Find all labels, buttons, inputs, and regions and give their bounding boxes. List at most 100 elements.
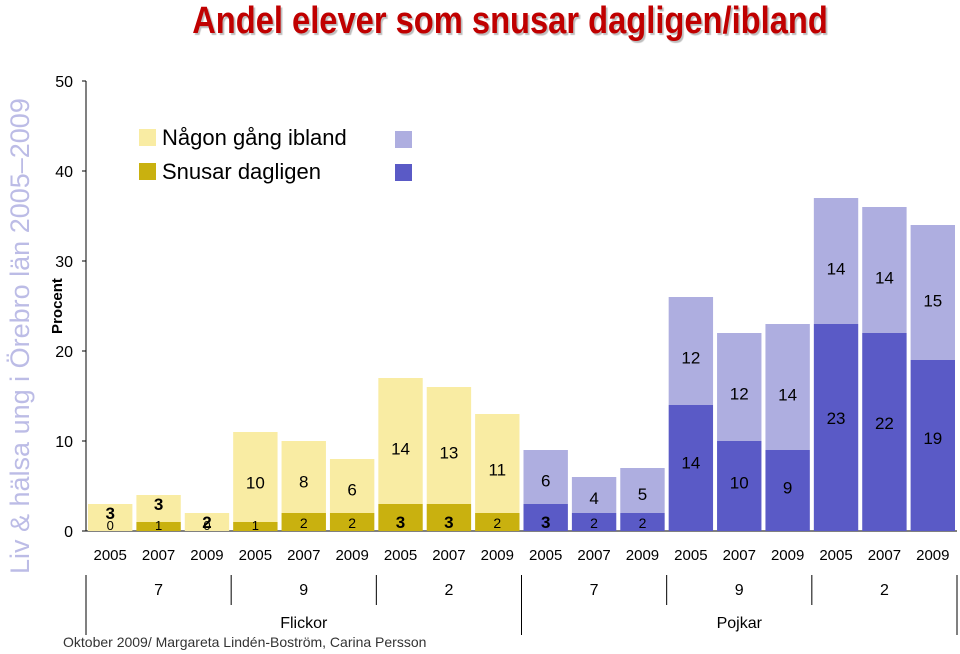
grade-label: 9 — [299, 582, 308, 599]
data-label-daglig: 22 — [875, 414, 894, 433]
data-label-ibland: 12 — [681, 348, 700, 367]
bar-ibland — [378, 378, 423, 504]
x-tick-label: 2007 — [723, 547, 756, 564]
data-label-daglig: 10 — [730, 474, 749, 493]
legend-swatch-daglig-girls — [139, 163, 156, 180]
x-tick-label: 2005 — [674, 547, 707, 564]
chart-title: Andel elever som snusar dagligen/ibland — [192, 0, 828, 42]
x-tick-label: 2005 — [94, 547, 127, 564]
bar-ibland — [571, 477, 617, 513]
legend-label-ibland: Någon gång ibland — [162, 125, 347, 150]
data-label-daglig: 3 — [444, 513, 453, 532]
bar-ibland — [233, 432, 278, 522]
bar-ibland — [717, 333, 762, 441]
bar-ibland — [523, 450, 568, 504]
sex-label: Pojkar — [717, 615, 763, 632]
bar-ibland — [475, 414, 520, 513]
x-tick-label: 2009 — [916, 547, 949, 564]
x-tick-label: 2005 — [819, 547, 852, 564]
data-label-daglig: 0 — [203, 518, 210, 533]
legend-swatch-ibland-boys — [395, 131, 412, 148]
bar-ibland — [329, 459, 375, 513]
grade-label: 2 — [880, 582, 889, 599]
data-label-daglig: 2 — [348, 515, 356, 531]
y-tick-label: 40 — [55, 164, 73, 181]
bar-daglig — [717, 441, 762, 531]
x-tick-label: 2005 — [384, 547, 417, 564]
data-label-ibland: 3 — [105, 504, 114, 523]
y-tick-label: 0 — [64, 524, 73, 541]
data-label-ibland: 14 — [875, 268, 894, 287]
data-label-ibland: 15 — [923, 291, 942, 310]
bar-ibland — [426, 387, 472, 504]
data-label-ibland: 3 — [154, 495, 163, 514]
legend-label-daglig: Snusar dagligen — [162, 159, 321, 184]
bar-ibland — [862, 207, 907, 333]
bar-daglig — [281, 513, 326, 531]
data-label-daglig: 3 — [541, 513, 550, 532]
x-tick-label: 2009 — [626, 547, 659, 564]
grade-label: 7 — [590, 582, 599, 599]
bar-ibland — [620, 468, 665, 513]
x-tick-label: 2005 — [529, 547, 562, 564]
bar-daglig — [426, 504, 472, 531]
bar-daglig — [233, 522, 278, 531]
bar-ibland — [813, 198, 859, 324]
data-label-ibland: 14 — [778, 385, 797, 404]
data-label-ibland: 14 — [827, 259, 846, 278]
sex-label: Flickor — [280, 615, 328, 632]
data-label-daglig: 2 — [639, 515, 647, 531]
bar-ibland — [668, 297, 714, 405]
data-label-daglig: 9 — [783, 478, 792, 497]
data-label-daglig: 14 — [681, 454, 700, 473]
data-label-daglig: 1 — [155, 518, 162, 533]
y-axis-label: Procent — [49, 278, 66, 334]
data-label-daglig: 1 — [252, 518, 259, 533]
bar-ibland — [136, 495, 181, 522]
x-tick-label: 2009 — [481, 547, 514, 564]
x-tick-label: 2007 — [142, 547, 175, 564]
grade-label: 2 — [444, 582, 453, 599]
data-label-ibland: 6 — [347, 481, 356, 500]
data-label-daglig: 2 — [493, 515, 501, 531]
x-tick-label: 2007 — [432, 547, 465, 564]
data-label-ibland: 4 — [589, 489, 598, 508]
data-label-daglig: 0 — [107, 518, 114, 533]
bar-ibland — [281, 441, 326, 513]
y-tick-label: 20 — [55, 344, 73, 361]
x-tick-label: 2007 — [287, 547, 320, 564]
grade-label: 9 — [735, 582, 744, 599]
bar-daglig — [475, 513, 520, 531]
bar-daglig — [620, 513, 665, 531]
bar-ibland — [88, 504, 133, 531]
bar-ibland — [184, 513, 230, 531]
bar-daglig — [329, 513, 375, 531]
x-tick-labels: 2005 2007 2009 2005 2007 2009 2005 2007 2009 2005… — [94, 547, 950, 564]
y-tick-label: 50 — [55, 74, 73, 91]
bar-ibland — [765, 324, 810, 450]
legend: Någon gång ibland Snusar dagligen — [139, 125, 412, 184]
bar-daglig — [862, 333, 907, 531]
data-label-ibland: 8 — [299, 473, 308, 492]
x-tick-label: 2009 — [190, 547, 223, 564]
x-tick-label: 2007 — [577, 547, 610, 564]
data-label-daglig: 19 — [923, 429, 942, 448]
y-ticks: 0 10 20 30 40 50 — [55, 74, 86, 541]
data-label-ibland: 13 — [439, 443, 458, 462]
data-label-ibland: 2 — [202, 513, 211, 532]
data-label-ibland: 6 — [541, 472, 550, 491]
y-tick-label: 10 — [55, 434, 73, 451]
bar-ibland — [910, 225, 955, 360]
x-tick-label: 2007 — [868, 547, 901, 564]
legend-swatch-ibland-girls — [139, 129, 156, 146]
axes — [85, 81, 957, 532]
x-tick-label: 2009 — [771, 547, 804, 564]
bar-daglig — [571, 513, 617, 531]
data-label-ibland: 10 — [246, 474, 265, 493]
data-label-daglig: 3 — [396, 513, 405, 532]
data-label-ibland: 11 — [488, 460, 506, 479]
bar-daglig — [378, 504, 423, 531]
bar-daglig — [813, 324, 859, 531]
